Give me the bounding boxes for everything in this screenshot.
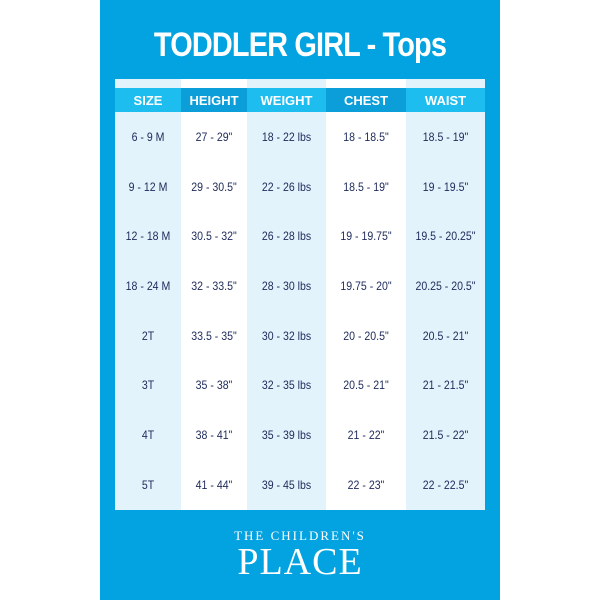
table-header: SIZE HEIGHT WEIGHT CHEST WAIST — [115, 88, 485, 112]
table-cell: 5T — [141, 477, 155, 492]
table-row: 18 - 24 M 32 - 33.5" 28 - 30 lbs 19.75 - 20… — [115, 261, 485, 311]
table-row: 5T 41 - 44" 39 - 45 lbs 22 - 23" 22 - 22.5" — [115, 460, 485, 510]
size-table: SIZE HEIGHT WEIGHT CHEST WAIST 6 - 9 M 27… — [115, 79, 485, 510]
table-row: 3T 35 - 38" 32 - 35 lbs 20.5 - 21" 21 - 21.5… — [115, 360, 485, 410]
table-cell: 18 - 18.5" — [343, 129, 389, 144]
table-row: 2T 33.5 - 35" 30 - 32 lbs 20 - 20.5" 20.5 - … — [115, 311, 485, 361]
header-size: SIZE — [115, 88, 181, 112]
table-cell: 21.5 - 22" — [422, 427, 469, 442]
table-cell: 29 - 30.5" — [191, 179, 237, 194]
table-cell: 35 - 38" — [195, 378, 233, 393]
table-row: 4T 38 - 41" 35 - 39 lbs 21 - 22" 21.5 - 22" — [115, 410, 485, 460]
table-cell: 6 - 9 M — [131, 129, 165, 144]
table-cell: 26 - 28 lbs — [261, 229, 312, 244]
table-cell: 21 - 22" — [347, 427, 385, 442]
table-cell: 41 - 44" — [195, 477, 233, 492]
table-top-strip — [115, 79, 485, 88]
table-cell: 27 - 29" — [195, 129, 233, 144]
logo-line2: PLACE — [237, 541, 363, 583]
table-cell: 20.5 - 21" — [343, 378, 389, 393]
table-cell: 21 - 21.5" — [422, 378, 469, 393]
table-cell: 20.25 - 20.5" — [415, 278, 476, 293]
table-cell: 22 - 26 lbs — [261, 179, 312, 194]
header-waist: WAIST — [406, 88, 485, 112]
table-cell: 18.5 - 19" — [422, 129, 469, 144]
table-cell: 19.5 - 20.25" — [415, 229, 476, 244]
table-cell: 19 - 19.75" — [340, 229, 392, 244]
table-cell: 38 - 41" — [195, 427, 233, 442]
table-cell: 19 - 19.5" — [422, 179, 469, 194]
table-cell: 30.5 - 32" — [191, 229, 237, 244]
table-cell: 22 - 23" — [347, 477, 385, 492]
header-weight: WEIGHT — [247, 88, 326, 112]
table-cell: 4T — [141, 427, 155, 442]
table-cell: 2T — [141, 328, 155, 343]
chart-title: TODDLER GIRL - Tops — [153, 26, 447, 64]
table-cell: 35 - 39 lbs — [261, 427, 312, 442]
table-cell: 19.75 - 20" — [340, 278, 392, 293]
table-cell: 3T — [141, 378, 155, 393]
table-cell: 28 - 30 lbs — [261, 278, 312, 293]
table-row: 12 - 18 M 30.5 - 32" 26 - 28 lbs 19 - 19.75… — [115, 211, 485, 261]
table-cell: 32 - 33.5" — [191, 278, 237, 293]
table-row: 9 - 12 M 29 - 30.5" 22 - 26 lbs 18.5 - 19" 1… — [115, 162, 485, 212]
table-cell: 18 - 22 lbs — [261, 129, 312, 144]
childrens-place-logo: THE CHILDREN'S PLACE — [100, 528, 500, 583]
table-cell: 20.5 - 21" — [422, 328, 469, 343]
table-cell: 20 - 20.5" — [343, 328, 389, 343]
header-chest: CHEST — [326, 88, 406, 112]
size-chart-panel: TODDLER GIRL - Tops SIZE HEIGHT WEIGHT C… — [100, 0, 500, 600]
logo-line1: THE CHILDREN'S — [234, 528, 366, 543]
header-height: HEIGHT — [181, 88, 247, 112]
table-cell: 12 - 18 M — [125, 229, 171, 244]
table-cell: 33.5 - 35" — [191, 328, 237, 343]
table-cell: 22 - 22.5" — [422, 477, 469, 492]
table-cell: 32 - 35 lbs — [261, 378, 312, 393]
table-cell: 18.5 - 19" — [343, 179, 389, 194]
table-cell: 30 - 32 lbs — [261, 328, 312, 343]
table-cell: 9 - 12 M — [128, 179, 168, 194]
table-row: 6 - 9 M 27 - 29" 18 - 22 lbs 18 - 18.5" 18.5… — [115, 112, 485, 162]
table-cell: 18 - 24 M — [125, 278, 171, 293]
table-cell: 39 - 45 lbs — [261, 477, 312, 492]
